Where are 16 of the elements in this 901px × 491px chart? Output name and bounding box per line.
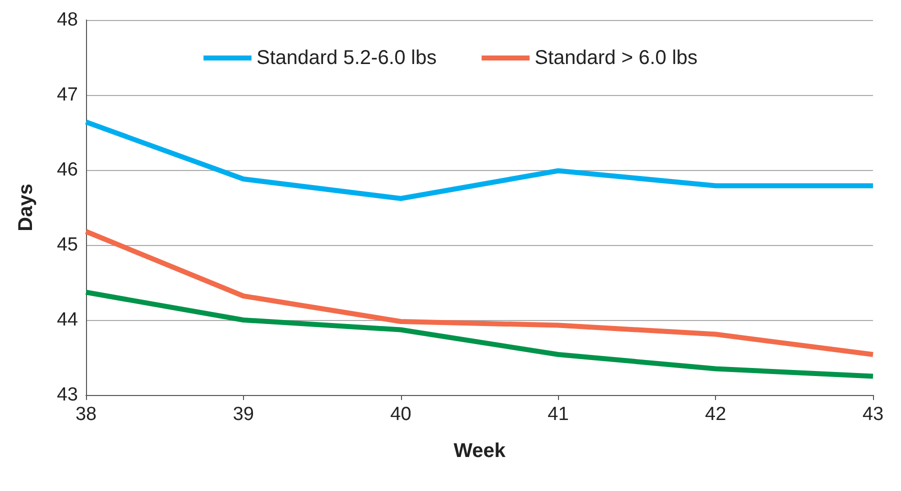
- legend-label: Standard > 6.0 lbs: [534, 47, 698, 69]
- x-tick-label: 40: [390, 404, 412, 425]
- x-tick-label: 38: [75, 404, 97, 425]
- y-tick-label: 45: [56, 234, 78, 256]
- y-tick-label: 44: [56, 310, 78, 330]
- legend-label: Standard 5.2-6.0 lbs: [256, 47, 437, 69]
- y-tick-label: 43: [56, 384, 78, 406]
- y-tick-label: 48: [56, 10, 78, 30]
- x-tick-label: 43: [862, 404, 884, 425]
- x-tick-label: 39: [232, 404, 254, 425]
- y-tick-label: 46: [56, 160, 78, 180]
- y-axis-title: Days: [15, 184, 37, 232]
- x-tick-label: 42: [705, 404, 726, 425]
- x-axis-title: Week: [454, 440, 506, 462]
- y-tick-label: 47: [56, 84, 78, 106]
- x-tick-label: 41: [548, 404, 569, 425]
